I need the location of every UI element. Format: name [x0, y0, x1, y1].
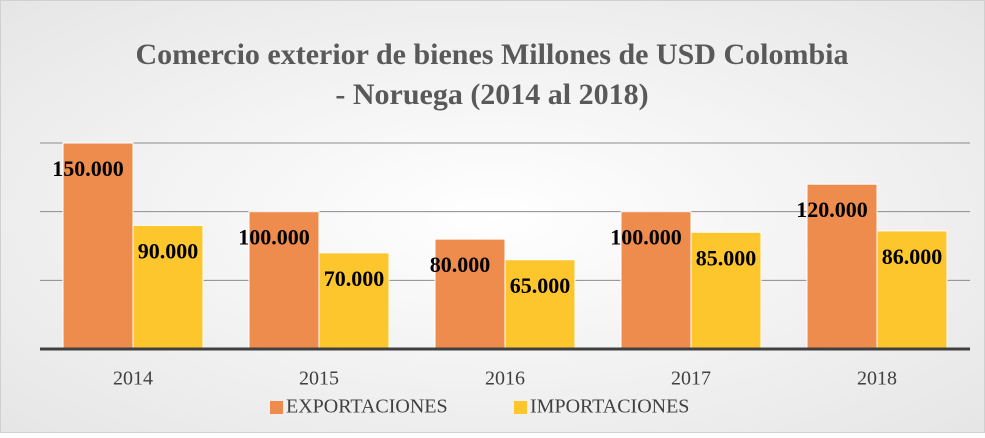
data-label: 65.000	[510, 273, 571, 298]
legend-label: IMPORTACIONES	[530, 396, 689, 418]
legend-label: EXPORTACIONES	[286, 396, 448, 418]
data-label: 100.000	[238, 225, 310, 250]
bar	[132, 224, 204, 350]
x-tick-label: 2015	[299, 368, 339, 390]
data-label: 85.000	[696, 245, 757, 270]
data-label: 100.000	[610, 225, 682, 250]
legend-swatch	[514, 401, 527, 414]
bar	[876, 230, 948, 350]
data-label: 80.000	[430, 252, 491, 277]
data-label: 120.000	[796, 197, 868, 222]
x-tick-label: 2018	[857, 368, 897, 390]
chart-subtitle: - Noruega (2014 al 2018)	[335, 78, 648, 111]
bar	[248, 211, 320, 350]
legend-swatch	[270, 401, 283, 414]
bar	[690, 231, 762, 350]
bar	[806, 183, 878, 350]
bar	[504, 259, 576, 350]
chart-title: Comercio exterior de bienes Millones de …	[136, 38, 849, 71]
data-label: 86.000	[882, 244, 943, 269]
bar	[434, 238, 506, 350]
x-tick-label: 2017	[671, 368, 711, 390]
data-label: 70.000	[324, 266, 385, 291]
data-label: 150.000	[52, 156, 124, 181]
x-tick-label: 2014	[113, 368, 153, 390]
bar	[318, 252, 390, 350]
data-label: 90.000	[138, 238, 199, 263]
x-tick-label: 2016	[485, 368, 525, 390]
